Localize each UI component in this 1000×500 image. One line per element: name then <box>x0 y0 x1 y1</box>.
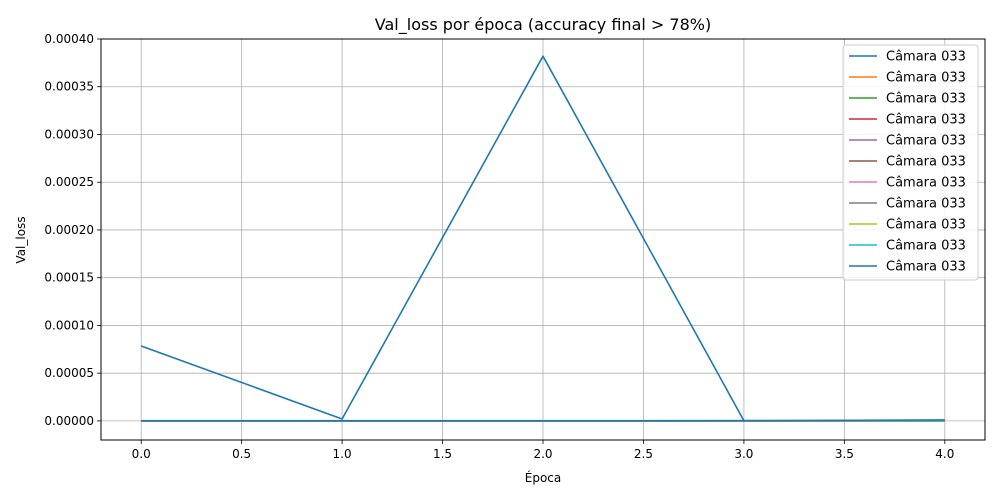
legend-label: Câmara 033 <box>886 155 966 170</box>
y-tick-label: 0.00000 <box>44 414 94 428</box>
chart-title: Val_loss por época (accuracy final > 78%… <box>375 15 711 35</box>
legend-label: Câmara 033 <box>886 260 966 275</box>
x-tick-label: 0.5 <box>232 447 251 461</box>
x-axis-label: Época <box>525 470 562 485</box>
y-tick-label: 0.00030 <box>44 127 94 141</box>
legend: Câmara 033 Câmara 033 Câmara 033 Câmara 033… <box>842 44 979 281</box>
x-tick-label: 3.0 <box>734 447 753 461</box>
legend-label: Câmara 033 <box>886 71 966 86</box>
legend-label: Câmara 033 <box>886 218 966 233</box>
y-axis-label: Val_loss <box>14 216 28 263</box>
x-tick-label: 1.5 <box>433 447 452 461</box>
x-tick-label: 1.0 <box>333 447 352 461</box>
series-line-11 <box>141 419 945 422</box>
series-lines <box>140 55 945 422</box>
y-tick-label: 0.00025 <box>44 175 94 189</box>
x-tick-label: 4.0 <box>935 447 954 461</box>
axis-ticks: 0.0 0.5 1.0 1.5 2.0 2.5 3.0 3.5 4.0 0.00000 0.0000… <box>44 32 954 461</box>
legend-label: Câmara 033 <box>886 113 966 128</box>
legend-label: Câmara 033 <box>886 239 966 254</box>
legend-box <box>842 44 979 281</box>
x-tick-label: 3.5 <box>835 447 854 461</box>
legend-label: Câmara 033 <box>886 92 966 107</box>
legend-label: Câmara 033 <box>886 176 966 191</box>
y-tick-label: 0.00020 <box>44 223 94 237</box>
x-tick-label: 0.0 <box>132 447 151 461</box>
legend-label: Câmara 033 <box>886 134 966 149</box>
legend-label: Câmara 033 <box>886 50 966 65</box>
y-tick-label: 0.00040 <box>44 32 94 46</box>
y-tick-label: 0.00015 <box>44 271 94 285</box>
y-tick-label: 0.00035 <box>44 80 94 94</box>
x-tick-label: 2.5 <box>634 447 653 461</box>
legend-label: Câmara 033 <box>886 197 966 212</box>
y-tick-label: 0.00005 <box>44 366 94 380</box>
x-tick-label: 2.0 <box>533 447 552 461</box>
y-tick-label: 0.00010 <box>44 318 94 332</box>
